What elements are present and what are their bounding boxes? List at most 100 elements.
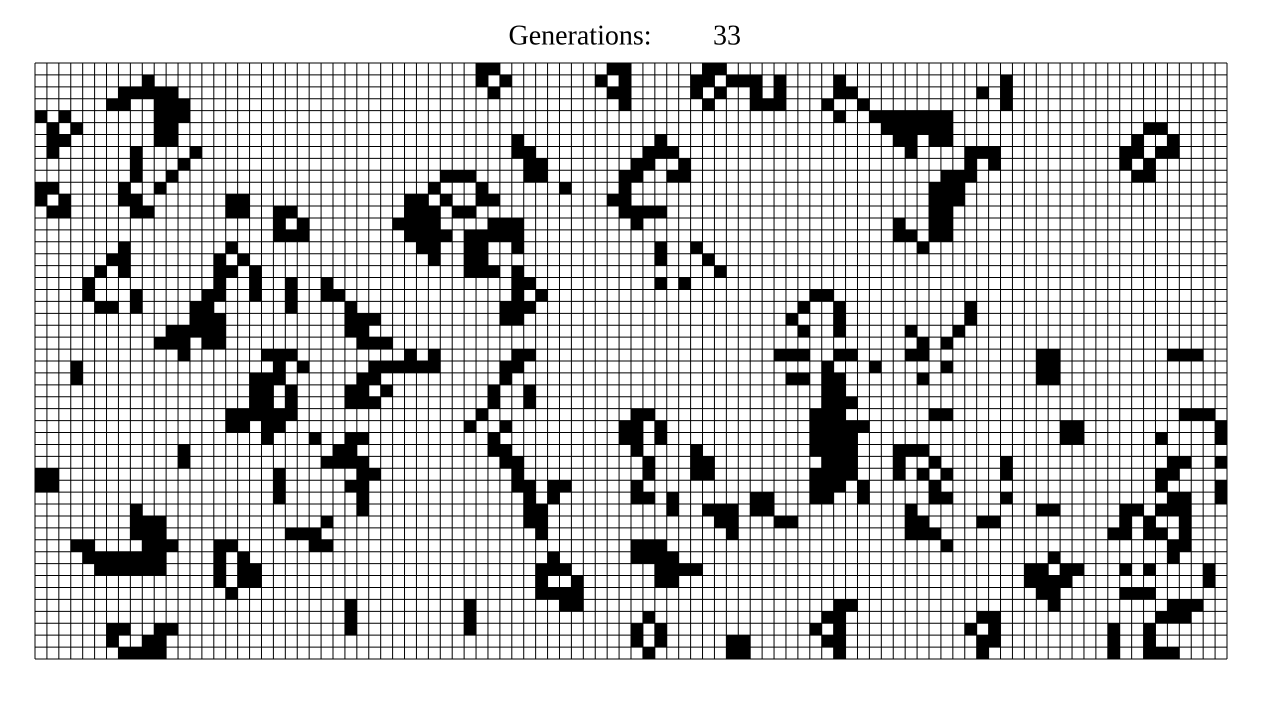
live-cell <box>547 563 560 576</box>
live-cell <box>499 420 512 433</box>
live-cell <box>1167 468 1180 481</box>
live-cell <box>654 146 667 159</box>
live-cell <box>1167 599 1180 612</box>
live-cell <box>511 134 524 147</box>
live-cell <box>619 63 631 75</box>
live-cell <box>82 277 95 290</box>
live-cell <box>964 170 977 183</box>
live-cell <box>702 456 715 469</box>
live-cell <box>631 420 643 433</box>
live-cell <box>726 74 739 87</box>
live-cell <box>738 647 751 659</box>
live-cell <box>619 182 631 195</box>
live-cell <box>1203 575 1216 588</box>
live-cell <box>404 217 417 230</box>
live-cell <box>917 444 929 457</box>
live-cell <box>285 384 298 397</box>
live-cell <box>511 361 524 373</box>
live-cell <box>273 361 286 373</box>
live-cell <box>201 301 214 314</box>
live-cell <box>690 74 703 87</box>
live-cell <box>1107 623 1120 636</box>
live-cell <box>344 325 357 338</box>
live-cell <box>821 611 834 624</box>
live-cell <box>929 134 941 147</box>
live-cell <box>237 563 250 576</box>
live-cell <box>237 206 250 218</box>
live-cell <box>225 539 238 552</box>
live-cell <box>893 444 906 457</box>
live-cell <box>1048 575 1061 588</box>
live-cell <box>297 217 310 230</box>
live-cell <box>1131 170 1144 183</box>
live-cell <box>166 110 179 123</box>
live-cell <box>428 361 441 373</box>
live-cell <box>523 515 536 528</box>
live-cell <box>499 361 512 373</box>
live-cell <box>1143 563 1156 576</box>
live-cell <box>750 504 763 516</box>
live-cell <box>857 480 870 493</box>
live-cell <box>952 170 965 183</box>
live-cell <box>35 468 47 481</box>
live-cell <box>154 527 167 540</box>
live-cell <box>821 420 834 433</box>
live-cell <box>249 575 262 588</box>
live-cell <box>428 229 441 242</box>
live-cell <box>1143 527 1156 540</box>
live-cell <box>249 384 262 397</box>
live-cell <box>356 396 369 409</box>
live-cell <box>917 349 929 361</box>
live-cell <box>142 527 155 540</box>
live-cell <box>380 361 393 373</box>
live-cell <box>380 337 393 350</box>
live-cell <box>499 456 512 469</box>
live-cell <box>797 349 810 361</box>
live-cell <box>356 337 369 350</box>
live-cell <box>821 98 834 111</box>
live-cell <box>249 408 262 421</box>
live-cell <box>1072 432 1084 445</box>
live-cell <box>428 349 441 361</box>
live-cell <box>404 349 417 361</box>
live-cell <box>106 635 119 648</box>
live-cell <box>511 277 524 290</box>
live-cell <box>654 575 667 588</box>
live-cell <box>70 372 83 385</box>
live-cell <box>845 456 858 469</box>
live-cell <box>225 420 238 433</box>
live-cell <box>845 420 858 433</box>
live-cell <box>309 539 322 552</box>
live-cell <box>559 480 572 493</box>
live-cell <box>476 408 488 421</box>
live-cell <box>130 158 143 171</box>
live-cell <box>237 551 250 564</box>
live-cell <box>321 456 333 469</box>
live-cell <box>106 551 119 564</box>
live-cell <box>1143 122 1156 135</box>
live-cell <box>1024 563 1037 576</box>
live-cell <box>678 170 691 183</box>
live-cell <box>142 647 155 659</box>
live-cell <box>893 110 906 123</box>
live-cell <box>35 182 47 195</box>
live-cell <box>714 63 727 75</box>
live-cell <box>464 599 477 612</box>
live-cell <box>154 98 167 111</box>
live-cell <box>118 563 131 576</box>
live-cell <box>476 265 488 278</box>
live-cell <box>940 408 953 421</box>
live-cell <box>499 74 512 87</box>
live-cell <box>285 349 298 361</box>
live-cell <box>166 623 179 636</box>
live-cell <box>666 492 679 505</box>
live-cell <box>35 110 47 123</box>
live-cell <box>368 396 381 409</box>
live-cell <box>1155 432 1168 445</box>
live-cell <box>535 504 548 516</box>
live-cell <box>571 575 584 588</box>
live-cell <box>988 611 1001 624</box>
live-cell <box>690 86 703 99</box>
live-cell <box>46 146 59 159</box>
live-cell <box>1179 349 1192 361</box>
